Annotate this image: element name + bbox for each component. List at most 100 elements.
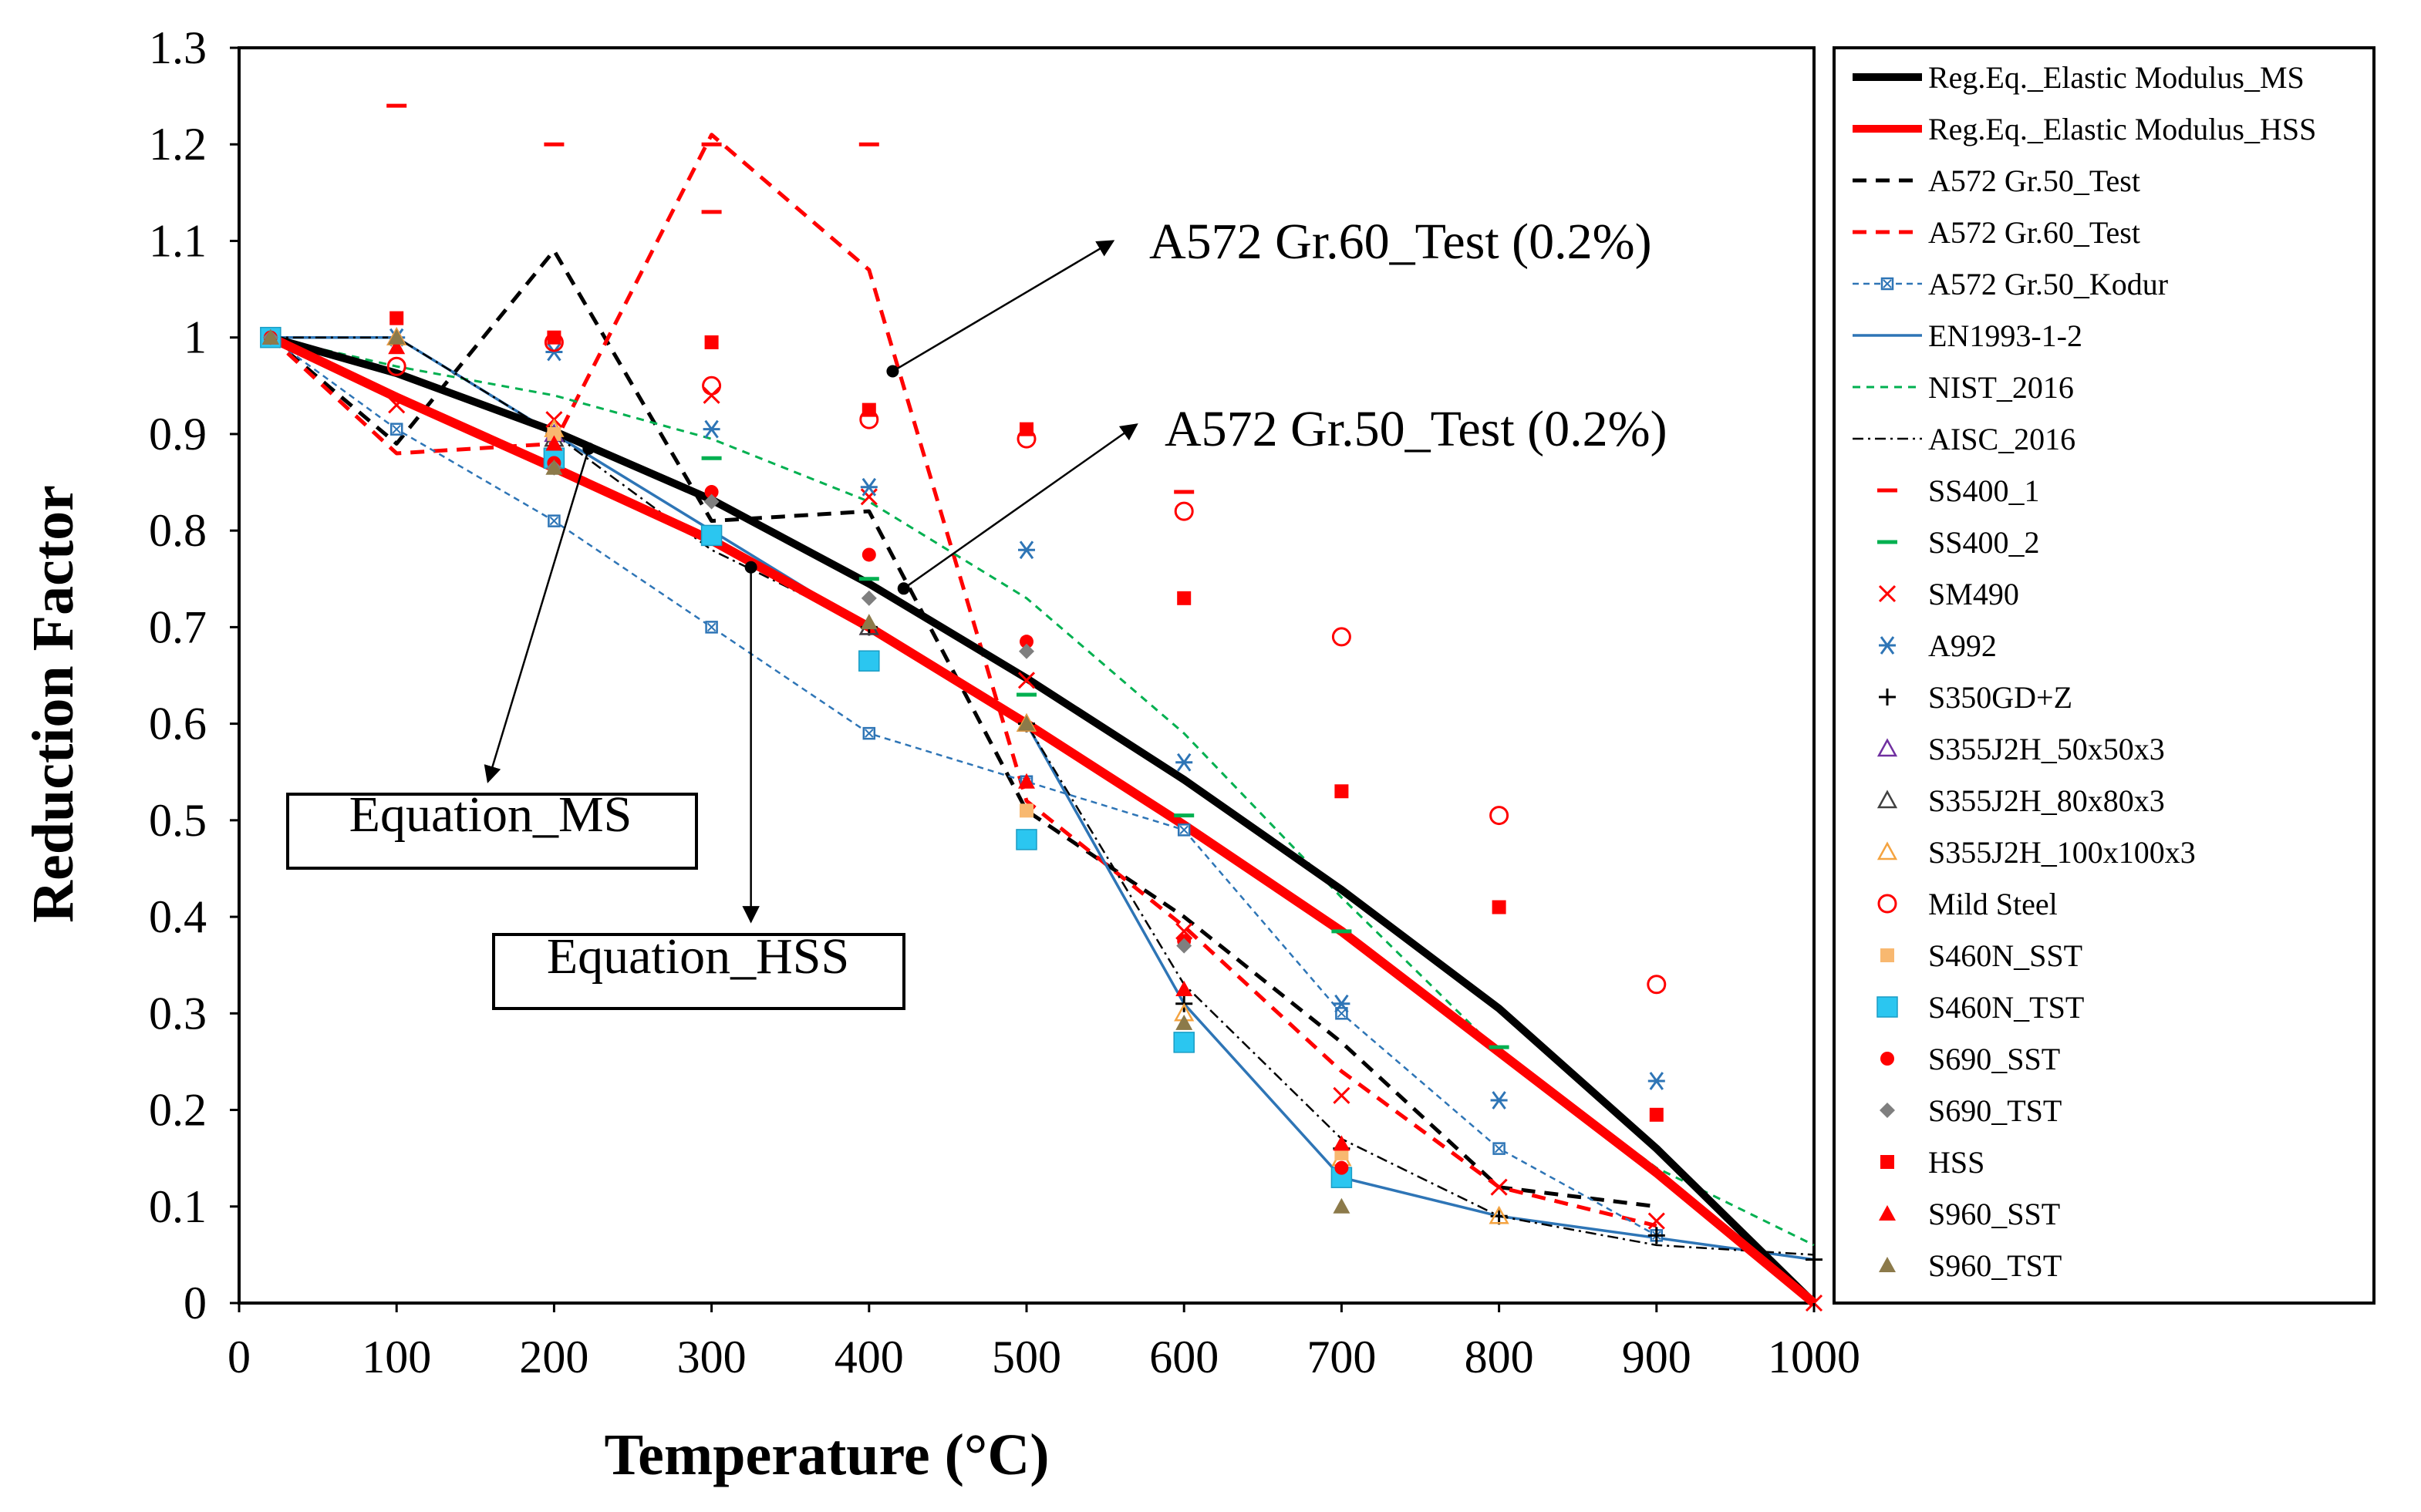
legend-item-a572-gr-60-test: A572 Gr.60_Test xyxy=(1853,215,2140,250)
legend-swatch-marker-s690-sst xyxy=(1880,1052,1894,1066)
point-hss-600 xyxy=(1177,591,1192,605)
legend-item-a572-gr-50-test: A572 Gr.50_Test xyxy=(1853,163,2140,198)
legend-item-en1993-1-2: EN1993-1-2 xyxy=(1853,318,2082,353)
legend-item-a992: A992 xyxy=(1879,628,1997,663)
point-s960-sst-100 xyxy=(388,338,406,355)
point-sm490-700 xyxy=(1333,1086,1350,1104)
legend-item-s960-sst: S960_SST xyxy=(1879,1197,2060,1231)
x-tick-label-900: 900 xyxy=(1622,1332,1691,1382)
point-s690-sst-500 xyxy=(1020,635,1033,649)
point-sm490-100 xyxy=(388,396,406,414)
point-s690-sst-700 xyxy=(1334,1160,1349,1175)
point-s960-tst-700 xyxy=(1333,1197,1350,1214)
annotation-dot-a572-gr-50-test-0-2 xyxy=(897,582,910,595)
legend-label-s960-sst: S960_SST xyxy=(1928,1197,2060,1231)
series-line-reg-eq-elastic-modulus-ms xyxy=(269,333,1817,1306)
x-tick-label-200: 200 xyxy=(519,1332,588,1382)
legend-swatch-marker-s355j2h-50x50x3 xyxy=(1876,738,1898,757)
point-s460n-tst-500 xyxy=(1016,829,1037,850)
x-tick-label-300: 300 xyxy=(677,1332,747,1382)
legend-label-a572-gr-50-kodur: A572 Gr.50_Kodur xyxy=(1928,267,2168,301)
point-hss-800 xyxy=(1492,900,1506,914)
legend-label-s355j2h-50x50x3: S355J2H_50x50x3 xyxy=(1928,732,2165,766)
point-a992-200 xyxy=(545,342,563,362)
point-s960-tst-500 xyxy=(1018,715,1035,731)
point-s690-tst-300 xyxy=(703,493,720,510)
axes-layer: 0 100 200 300 400 500 600 700 800 900 1000 0 0.1 0.2 0… xyxy=(149,22,1860,1382)
series-layer xyxy=(268,133,1817,1307)
y-tick-label-1-1: 1.1 xyxy=(149,215,207,266)
point-a992-300 xyxy=(703,419,720,439)
x-tick-label-500: 500 xyxy=(992,1332,1061,1382)
legend-label-reg-eq-elastic-modulus-hss: Reg.Eq._Elastic Modulus_HSS xyxy=(1928,112,2316,146)
series-line-a572-gr-50-test xyxy=(269,248,1657,1209)
point-s460n-sst-500 xyxy=(1020,803,1033,818)
x-tick-label-700: 700 xyxy=(1307,1332,1376,1382)
y-tick-label-0-1: 0.1 xyxy=(149,1181,207,1232)
point-sm490-900 xyxy=(1647,1212,1665,1230)
y-tick-label-0-5: 0.5 xyxy=(149,795,207,846)
annotation-text-a572-gr-50-test-0-2: A572 Gr.50_Test (0.2%) xyxy=(1165,401,1667,457)
point-mild-steel-300 xyxy=(702,375,722,396)
point-s460n-sst-200 xyxy=(547,426,561,441)
point-mild-steel-800 xyxy=(1489,806,1509,826)
legend-item-sm490: SM490 xyxy=(1878,577,2019,611)
point-a992-900 xyxy=(1647,1072,1665,1090)
legend-label-s690-sst: S690_SST xyxy=(1928,1042,2060,1076)
point-s350gd-z-1000 xyxy=(1806,1251,1822,1268)
annotation-dot-equation-hss xyxy=(744,561,757,574)
point-s960-sst-600 xyxy=(1175,981,1193,996)
y-tick-label-1-2: 1.2 xyxy=(149,119,207,170)
legend-swatch-marker-a572-gr-50-kodur xyxy=(1880,277,1894,291)
annotation-dot-a572-gr-60-test-0-2 xyxy=(886,365,899,378)
point-a572-gr-50-kodur-700 xyxy=(1335,1007,1348,1020)
legend-box xyxy=(1833,46,2375,1305)
point-a572-gr-50-kodur-400 xyxy=(862,726,876,740)
x-axis-title: Temperature (°C) xyxy=(604,1423,1049,1487)
point-s350gd-z-900 xyxy=(1647,1227,1665,1244)
legend-item-s460n-sst: S460N_SST xyxy=(1880,938,2082,973)
x-tick-label-800: 800 xyxy=(1465,1332,1534,1382)
point-a572-gr-50-kodur-800 xyxy=(1492,1142,1506,1155)
legend-label-a572-gr-50-test: A572 Gr.50_Test xyxy=(1928,163,2140,198)
point-hss-500 xyxy=(1020,422,1033,436)
legend-item-nist-2016: NIST_2016 xyxy=(1853,370,2074,405)
point-sm490-400 xyxy=(860,488,878,506)
legend-swatch-marker-s960-tst xyxy=(1879,1257,1896,1272)
point-sm490-800 xyxy=(1490,1178,1508,1196)
y-tick-label-0-7: 0.7 xyxy=(149,601,207,652)
legend-item-aisc-2016: AISC_2016 xyxy=(1853,422,2075,456)
point-hss-700 xyxy=(1334,784,1349,799)
point-a572-gr-50-kodur-300 xyxy=(705,621,718,634)
legend-label-sm490: SM490 xyxy=(1928,577,2019,611)
markers-layer xyxy=(260,103,1823,1312)
legend-label-ss400-1: SS400_1 xyxy=(1928,473,2040,508)
point-mild-steel-600 xyxy=(1174,501,1194,521)
point-a992-600 xyxy=(1175,753,1193,772)
point-hss-100 xyxy=(389,311,404,325)
annotation-arrow-a572-gr-50-test-0-2 xyxy=(903,423,1138,590)
annotations-layer: A572 Gr.60_Test (0.2%) A572 Gr.50_Test (0… xyxy=(286,214,1667,1010)
legend-label-s355j2h-100x100x3: S355J2H_100x100x3 xyxy=(1928,835,2196,870)
legend-swatch-marker-s350gd-z xyxy=(1879,689,1896,705)
annotation-text-equation-hss: Equation_HSS xyxy=(547,928,849,985)
legend-item-a572-gr-50-kodur: A572 Gr.50_Kodur xyxy=(1853,267,2168,301)
annotation-arrow-a572-gr-60-test-0-2 xyxy=(892,240,1115,372)
point-s960-tst-400 xyxy=(860,614,878,630)
annotation-text-equation-ms: Equation_MS xyxy=(349,786,632,843)
y-tick-label-0-8: 0.8 xyxy=(149,505,207,556)
legend-item-s690-sst: S690_SST xyxy=(1880,1042,2060,1076)
point-hss-900 xyxy=(1649,1107,1664,1122)
y-tick-label-0-6: 0.6 xyxy=(149,699,207,749)
legend-label-ss400-2: SS400_2 xyxy=(1928,525,2040,560)
point-hss-300 xyxy=(704,335,719,349)
point-a572-gr-50-kodur-200 xyxy=(548,514,561,527)
point-mild-steel-700 xyxy=(1331,627,1351,647)
legend-label-hss: HSS xyxy=(1928,1145,1984,1180)
point-hss-400 xyxy=(862,402,876,417)
legend-item-mild-steel: Mild Steel xyxy=(1877,887,2058,921)
point-s460n-tst-400 xyxy=(858,650,880,672)
annotation-box-equation-hss xyxy=(492,933,905,1010)
legend-item-reg-eq-elastic-modulus-ms: Reg.Eq._Elastic Modulus_MS xyxy=(1853,60,2305,95)
